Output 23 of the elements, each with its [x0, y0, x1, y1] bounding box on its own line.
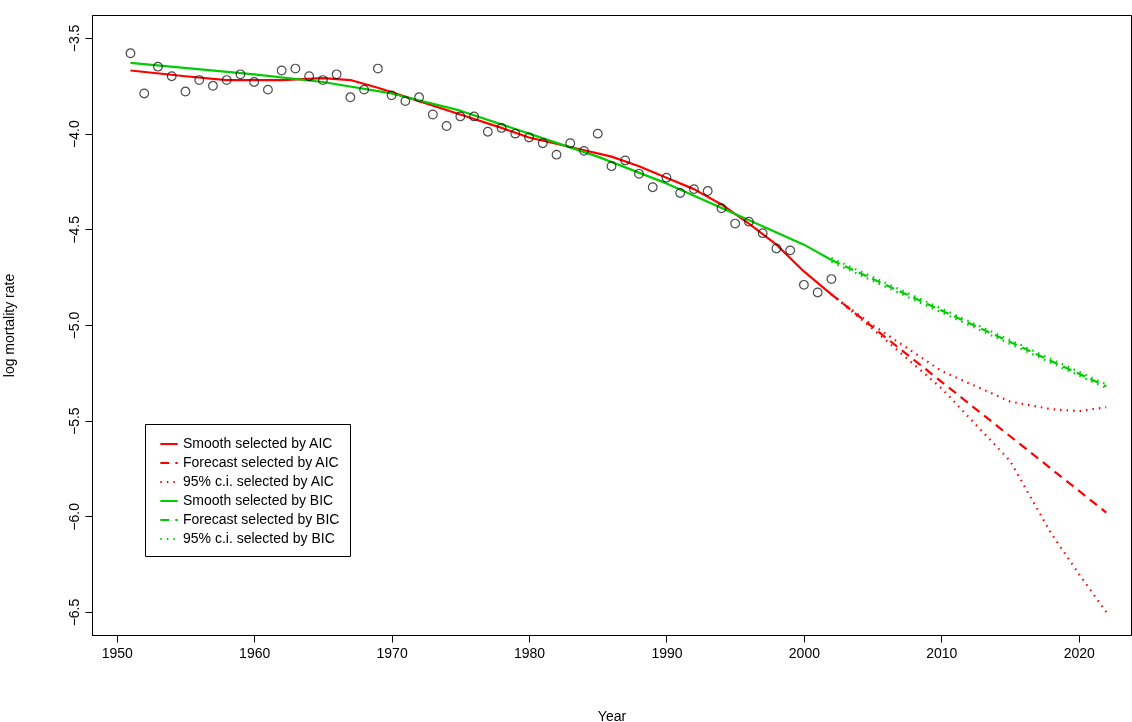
x-tick-label: 2020 — [1063, 644, 1096, 661]
legend-label: Forecast selected by BIC — [183, 511, 340, 527]
y-tick-label: −6.0 — [65, 502, 82, 531]
x-tick-label: 1970 — [376, 644, 408, 661]
y-tick-label: −3.5 — [65, 24, 82, 53]
y-tick-label: −6.5 — [65, 598, 82, 627]
x-tick-label: 1990 — [651, 644, 683, 661]
legend-label: Smooth selected by AIC — [183, 435, 333, 451]
y-tick-label: −4.0 — [65, 120, 82, 148]
x-axis-title: Year — [597, 707, 627, 722]
x-tick-label: 1980 — [513, 644, 546, 661]
y-tick-label: −5.0 — [65, 311, 82, 340]
y-tick-label: −5.5 — [65, 407, 82, 435]
x-tick-label: 2010 — [926, 644, 958, 661]
y-tick-label: −4.5 — [65, 215, 82, 244]
x-tick-label: 1950 — [101, 644, 134, 661]
legend-label: 95% c.i. selected by BIC — [183, 530, 335, 546]
legend-label: Forecast selected by AIC — [183, 454, 339, 470]
x-tick-label: 2000 — [788, 644, 821, 661]
legend-label: Smooth selected by BIC — [183, 492, 334, 508]
x-tick-label: 1960 — [239, 644, 271, 661]
legend-label: 95% c.i. selected by AIC — [183, 473, 334, 489]
y-axis-title: log mortality rate — [0, 273, 17, 378]
